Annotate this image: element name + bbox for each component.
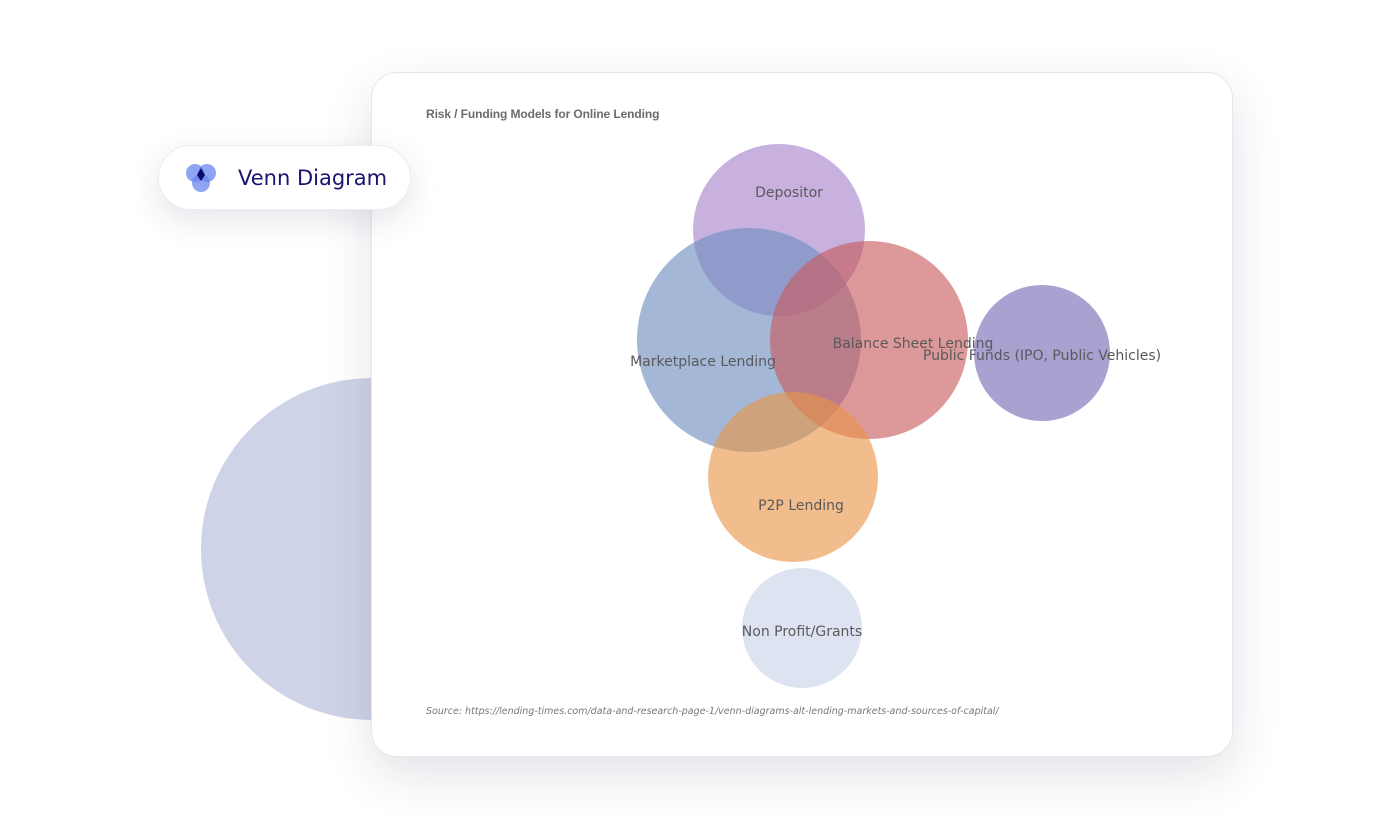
- venn-label-depositor: Depositor: [755, 185, 823, 201]
- venn-diagram-badge[interactable]: Venn Diagram: [158, 145, 411, 210]
- venn-label-balance-sheet: Balance Sheet Lending: [833, 336, 994, 352]
- venn-label-marketplace: Marketplace Lending: [630, 354, 776, 370]
- source-note: Source: https://lending-times.com/data-a…: [426, 706, 999, 717]
- venn-set-public-funds: [974, 285, 1110, 421]
- venn-label-public-funds: Public Funds (IPO, Public Vehicles): [923, 348, 1161, 364]
- venn-diagram-icon: [186, 163, 216, 192]
- venn-label-non-profit: Non Profit/Grants: [742, 624, 862, 640]
- diagram-card: Risk / Funding Models for Online Lending…: [371, 72, 1233, 757]
- venn-set-p2p: [708, 392, 878, 562]
- diagram-title: Risk / Funding Models for Online Lending: [426, 107, 660, 121]
- venn-label-p2p: P2P Lending: [758, 498, 844, 514]
- venn-set-non-profit: [742, 568, 862, 688]
- venn-diagram: Depositor Marketplace Lending Balance Shee…: [630, 144, 1161, 688]
- venn-set-balance-sheet: [770, 241, 968, 439]
- badge-label: Venn Diagram: [238, 165, 388, 190]
